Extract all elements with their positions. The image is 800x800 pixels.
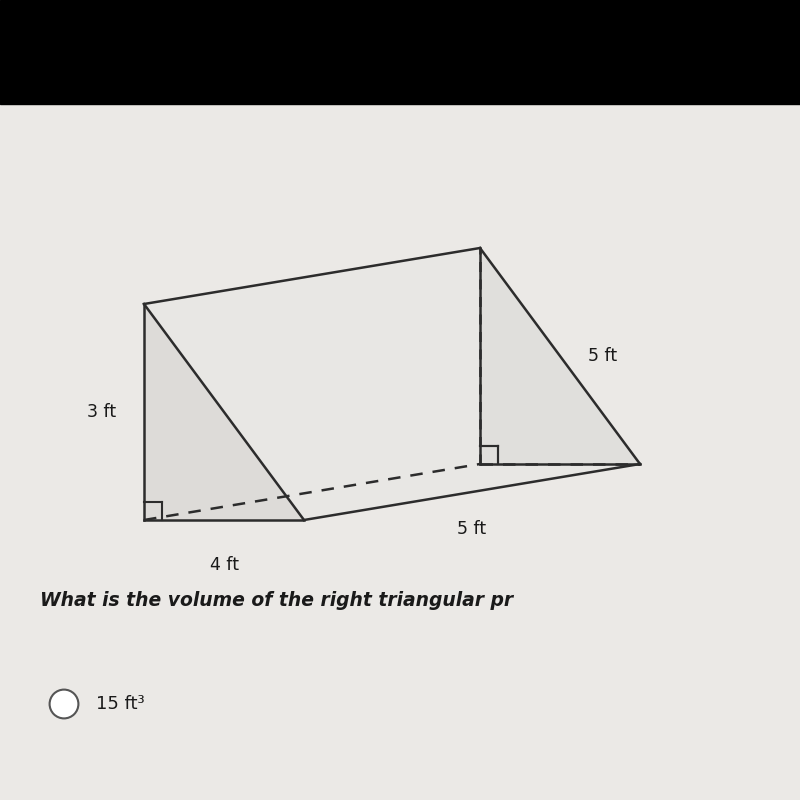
Polygon shape bbox=[144, 464, 640, 520]
Text: 15 ft³: 15 ft³ bbox=[96, 695, 145, 713]
Text: Consider the right triangular prism.: Consider the right triangular prism. bbox=[176, 78, 569, 98]
Text: 3 ft: 3 ft bbox=[87, 403, 116, 421]
Polygon shape bbox=[144, 304, 304, 520]
Text: 4 ft: 4 ft bbox=[210, 556, 238, 574]
Polygon shape bbox=[144, 248, 640, 520]
Circle shape bbox=[50, 690, 78, 718]
Text: 5 ft: 5 ft bbox=[458, 520, 486, 538]
Text: bh (where base is the area of the: bh (where base is the area of the bbox=[273, 29, 527, 43]
Text: 5 ft: 5 ft bbox=[588, 347, 617, 365]
Text: What is the volume of the right triangular pr: What is the volume of the right triangul… bbox=[40, 590, 513, 610]
Polygon shape bbox=[480, 248, 640, 464]
